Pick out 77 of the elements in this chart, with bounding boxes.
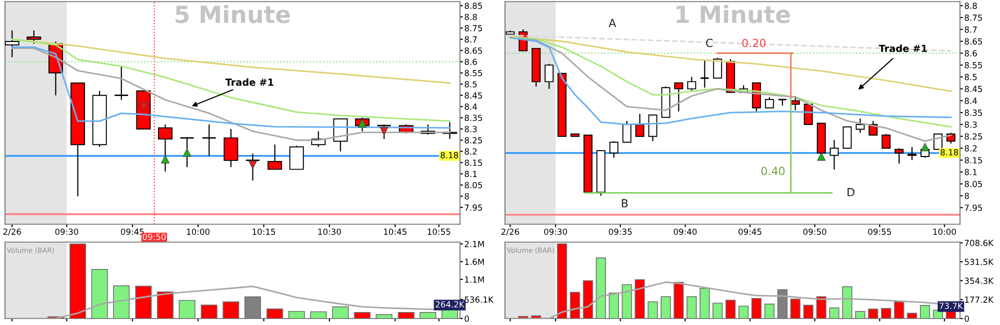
y-tick-label: 8.45: [464, 92, 482, 99]
y-tick-label: 531.5K: [964, 258, 994, 266]
y-tick-label: 8.2: [964, 145, 977, 152]
y-tick-label: 8.35: [964, 110, 982, 116]
y-tick-label: 8.15: [464, 160, 482, 166]
y-tick-label: 8.4: [464, 104, 477, 110]
annotation: 0.40: [761, 166, 785, 176]
y-tick-label: 8.85: [464, 2, 482, 9]
y-tick-label: 8: [464, 193, 469, 200]
y-tick-label: 8.25: [464, 137, 482, 144]
y-tick-label: 2.1M: [464, 240, 484, 248]
text: 09:50: [142, 234, 166, 240]
y-tick-label: 8.1: [964, 168, 977, 176]
y-tick-label: 8.25: [964, 133, 982, 140]
y-tick-label: 8.75: [464, 25, 482, 32]
y-tick-label: 8.65: [464, 47, 482, 54]
chart-title: 5 Minute: [176, 4, 290, 24]
y-tick-label: 8.3: [464, 126, 477, 132]
x-tick-label: 10:00: [933, 228, 956, 235]
annotation: D: [848, 188, 854, 196]
chart-title: 1 Minute: [676, 4, 790, 24]
ref-line-label: 8.18: [440, 152, 458, 158]
y-tick-label: 8.75: [964, 14, 982, 21]
x-tick-label: 09:45: [120, 228, 144, 235]
y-tick-label: 8.7: [464, 36, 477, 43]
y-tick-label: 8.6: [464, 58, 477, 65]
x-tick-label: 10:55: [428, 228, 450, 235]
y-tick-label: 708.6K: [964, 240, 994, 246]
x-tick-label: 09:50: [803, 228, 826, 235]
y-tick-label: 8.05: [964, 180, 982, 188]
annotation: C: [706, 38, 713, 48]
x-tick-label: 10:00: [186, 228, 210, 235]
y-tick-label: 8.3: [964, 121, 977, 128]
y-tick-label: 8.5: [964, 74, 977, 80]
y-tick-label: 354.3K: [964, 278, 994, 284]
x-tick-label: 10:30: [318, 228, 341, 235]
y-tick-label: 1.1M: [465, 276, 484, 283]
ref-line-label: 8.18: [940, 149, 958, 156]
x-tick-label: 09:30: [544, 228, 568, 235]
x-tick-label: 09:55: [868, 228, 891, 235]
y-tick-label: 7.95: [964, 204, 982, 211]
y-tick-label: 7.95: [464, 204, 482, 211]
x-tick-label: 2/26: [501, 228, 520, 236]
y-tick-label: 8.55: [964, 62, 982, 68]
y-tick-label: 0: [464, 315, 469, 322]
y-tick-label: 8: [964, 192, 969, 200]
y-tick-label: 8.1: [464, 170, 477, 178]
x-tick-label: 09:30: [55, 228, 78, 235]
y-tick-label: 8.6: [964, 50, 977, 56]
annotation: A: [608, 18, 616, 27]
y-tick-label: 1.6M: [465, 258, 484, 265]
annotation: Trade #1: [225, 78, 274, 86]
x-tick-label: 10:45: [384, 228, 406, 235]
x-tick-label: 09:45: [738, 228, 762, 235]
x-tick-label: 10:15: [252, 228, 276, 235]
data-label: 264.2K: [436, 301, 465, 308]
y-tick-label: 8.45: [964, 86, 982, 92]
y-tick-label: 8.4: [964, 98, 977, 104]
y-tick-label: 8.7: [964, 26, 977, 33]
y-tick-label: 8.5: [464, 81, 477, 88]
annotation: 0.20: [742, 38, 766, 48]
annotation: Trade #1: [878, 44, 927, 52]
y-tick-label: 8.8: [964, 2, 977, 9]
x-tick-label: 2/26: [3, 228, 21, 236]
y-tick-label: 8.15: [964, 157, 982, 164]
y-tick-label: 8.05: [464, 182, 482, 188]
y-tick-label: 177.2K: [965, 296, 994, 303]
x-tick-label: 09:35: [608, 228, 632, 235]
y-tick-label: 536.1K: [464, 296, 494, 303]
y-tick-label: 8.2: [464, 148, 477, 155]
y-tick-label: 0: [964, 315, 969, 322]
y-tick-label: 8.55: [464, 70, 482, 76]
y-tick-label: 8.65: [964, 38, 982, 45]
x-tick-label: 09:40: [674, 228, 697, 235]
annotation: B: [622, 199, 628, 208]
y-tick-label: 8.8: [464, 14, 477, 20]
y-tick-label: 8.35: [464, 114, 482, 122]
